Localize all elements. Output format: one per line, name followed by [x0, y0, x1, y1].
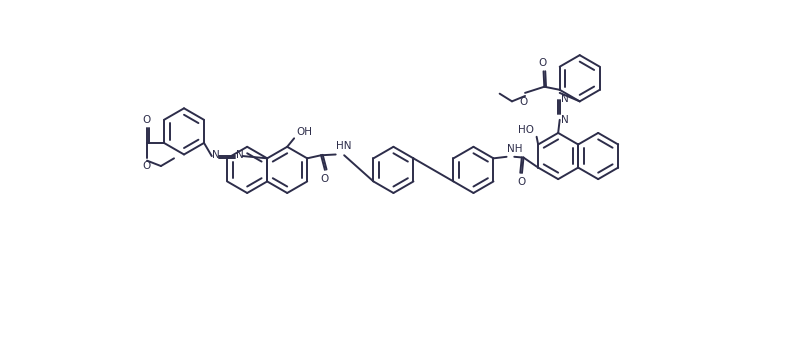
Text: HO: HO: [518, 125, 534, 135]
Text: HN: HN: [336, 141, 352, 151]
Text: O: O: [142, 115, 150, 125]
Text: O: O: [142, 161, 150, 171]
Text: N: N: [562, 115, 569, 125]
Text: OH: OH: [297, 127, 312, 137]
Text: O: O: [520, 97, 528, 107]
Text: N: N: [213, 150, 220, 160]
Text: O: O: [518, 177, 526, 187]
Text: NH: NH: [507, 144, 523, 154]
Text: N: N: [562, 94, 569, 104]
Text: O: O: [321, 174, 329, 184]
Text: O: O: [539, 58, 547, 68]
Text: N: N: [236, 150, 244, 160]
